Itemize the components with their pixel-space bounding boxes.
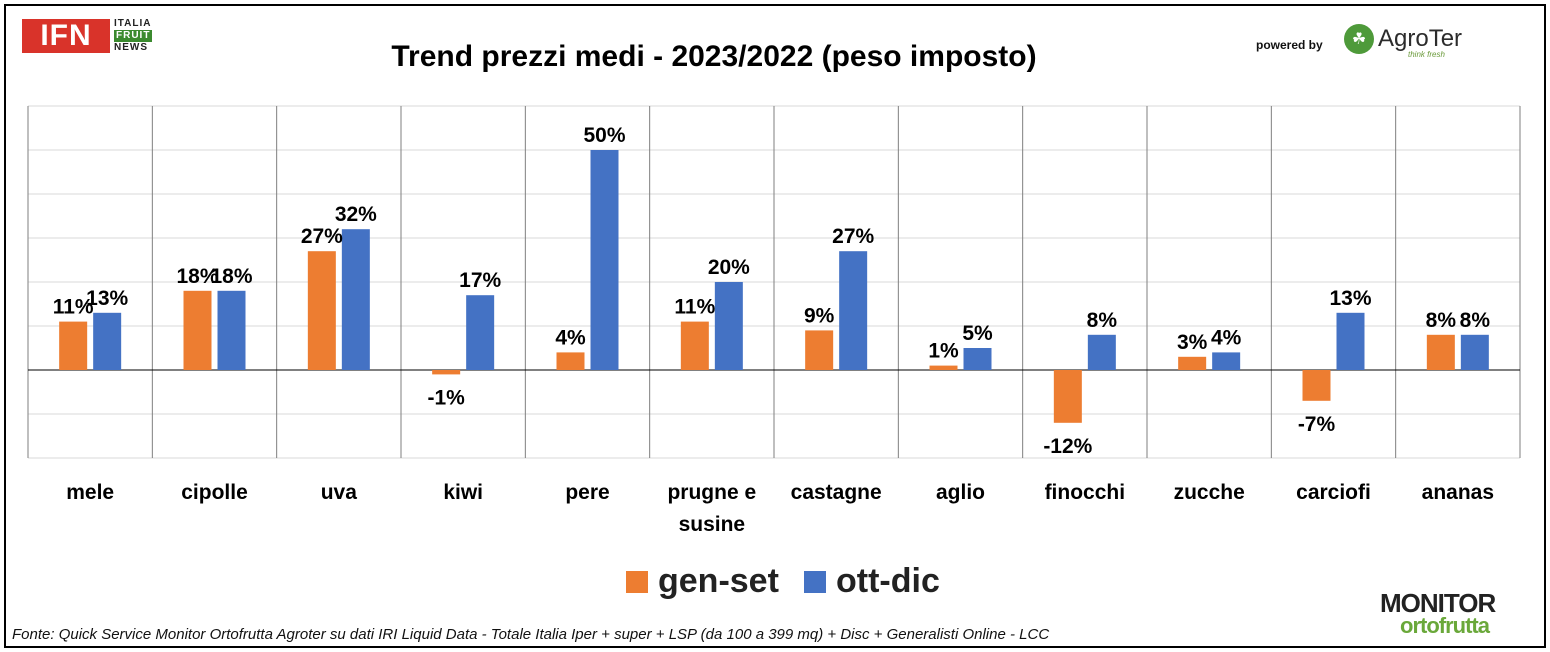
- bar-gen-set-castagne: [805, 330, 834, 370]
- agroter-logo-tagline: think fresh: [1408, 50, 1445, 59]
- agroter-logo: ☘ AgroTer think fresh: [1344, 24, 1463, 59]
- category-label: finocchi: [1045, 481, 1126, 504]
- bar-ott-dic-finocchi: [1087, 334, 1116, 370]
- bar-ott-dic-zucche: [1212, 352, 1241, 370]
- bar-gen-set-cipolle: [183, 290, 212, 370]
- legend-item-ott-dic: ott-dic: [804, 562, 940, 601]
- bar-gen-set-aglio: [929, 365, 958, 370]
- ifn-logo-line3: NEWS: [114, 42, 148, 53]
- bar-gen-set-pere: [556, 352, 585, 370]
- agroter-logo-name: AgroTer: [1378, 25, 1463, 52]
- bar-gen-set-zucche: [1178, 356, 1207, 370]
- data-label: 9%: [804, 304, 835, 327]
- category-labels: mele cipolle uva kiwi pere prugne e susine cast…: [66, 481, 1494, 536]
- chart-svg: Trend prezzi medi - 2023/2022 (peso impo…: [27, 40, 1521, 536]
- chart-title: Trend prezzi medi - 2023/2022 (peso impo…: [391, 40, 1036, 73]
- gridlines: [27, 105, 1521, 459]
- data-label: -12%: [1043, 435, 1092, 458]
- category-label: carciofi: [1296, 481, 1371, 504]
- bar-gen-set-finocchi: [1053, 370, 1082, 423]
- category-label: susine: [679, 513, 746, 536]
- bar-gen-set-prugne-e-susine: [680, 321, 709, 370]
- data-label: 20%: [708, 256, 750, 279]
- legend-swatch-gen-set: [626, 570, 648, 593]
- bars: [59, 150, 1489, 423]
- bar-gen-set-uva: [307, 251, 336, 370]
- bar-gen-set-kiwi: [432, 370, 461, 375]
- category-label: cipolle: [181, 481, 248, 504]
- monitor-logo-line1: MONITOR: [1380, 588, 1496, 618]
- powered-by-label: powered by: [1256, 38, 1323, 52]
- bar-ott-dic-prugne-e-susine: [714, 282, 743, 370]
- category-label: prugne e: [667, 481, 756, 504]
- data-label: 50%: [583, 124, 625, 147]
- data-label: 13%: [1329, 287, 1371, 310]
- data-label: 8%: [1087, 309, 1118, 332]
- data-label: 5%: [962, 322, 993, 345]
- data-label: 8%: [1426, 309, 1457, 332]
- data-label: 13%: [86, 287, 128, 310]
- data-label: 1%: [928, 340, 959, 363]
- legend-label-ott-dic: ott-dic: [836, 562, 940, 600]
- bar-ott-dic-uva: [341, 229, 370, 370]
- bar-ott-dic-cipolle: [217, 290, 246, 370]
- tree-icon: ☘: [1344, 24, 1374, 54]
- bar-ott-dic-aglio: [963, 348, 992, 370]
- data-label: 17%: [459, 269, 501, 292]
- ifn-logo-mark: IFN: [22, 19, 110, 53]
- bar-ott-dic-pere: [590, 150, 619, 370]
- bar-gen-set-ananas: [1426, 334, 1455, 370]
- category-label: aglio: [936, 481, 985, 504]
- category-label: zucche: [1174, 481, 1245, 504]
- data-label: 4%: [555, 326, 586, 349]
- data-label: -1%: [427, 386, 465, 409]
- legend-label-gen-set: gen-set: [658, 562, 779, 600]
- category-label: mele: [66, 481, 114, 504]
- bar-ott-dic-castagne: [839, 251, 868, 370]
- monitor-ortofrutta-logo: MONITOR ortofrutta: [1380, 588, 1496, 638]
- data-label: 4%: [1211, 326, 1242, 349]
- chart-frame: Trend prezzi medi - 2023/2022 (peso impo…: [4, 4, 1546, 648]
- ifn-logo: IFN ITALIA FRUIT NEWS: [22, 18, 153, 54]
- bar-gen-set-carciofi: [1302, 370, 1331, 401]
- data-label: -7%: [1298, 413, 1336, 436]
- data-label: 8%: [1460, 309, 1491, 332]
- source-footnote: Fonte: Quick Service Monitor Ortofrutta …: [12, 626, 1050, 643]
- data-label: 18%: [176, 265, 218, 288]
- data-label: 18%: [210, 265, 252, 288]
- data-labels: 11% 18% 27% -1% 4% 11% 9% 1% -12% 3% -7% 8% 13% 18% 32…: [53, 124, 1491, 458]
- data-label: 27%: [301, 225, 343, 248]
- ifn-logo-line2: FRUIT: [114, 30, 153, 42]
- ifn-logo-text: ITALIA FRUIT NEWS: [114, 18, 153, 54]
- monitor-logo-line2: ortofrutta: [1400, 613, 1490, 638]
- category-label: uva: [321, 481, 358, 504]
- data-label: 11%: [674, 296, 715, 319]
- legend-item-gen-set: gen-set: [626, 562, 779, 601]
- data-label: 3%: [1177, 331, 1208, 354]
- bar-gen-set-mele: [59, 321, 88, 370]
- ifn-logo-line1: ITALIA: [114, 18, 152, 29]
- bar-ott-dic-kiwi: [466, 295, 495, 370]
- data-label: 32%: [335, 203, 377, 226]
- bar-ott-dic-carciofi: [1336, 312, 1365, 370]
- data-label: 27%: [832, 225, 874, 248]
- category-label: kiwi: [443, 481, 483, 504]
- category-label: pere: [565, 481, 609, 504]
- category-label: ananas: [1422, 481, 1494, 504]
- legend-swatch-ott-dic: [804, 570, 826, 593]
- bar-ott-dic-mele: [93, 312, 122, 370]
- data-label: 11%: [53, 296, 94, 319]
- bar-ott-dic-ananas: [1460, 334, 1489, 370]
- category-label: castagne: [791, 481, 882, 504]
